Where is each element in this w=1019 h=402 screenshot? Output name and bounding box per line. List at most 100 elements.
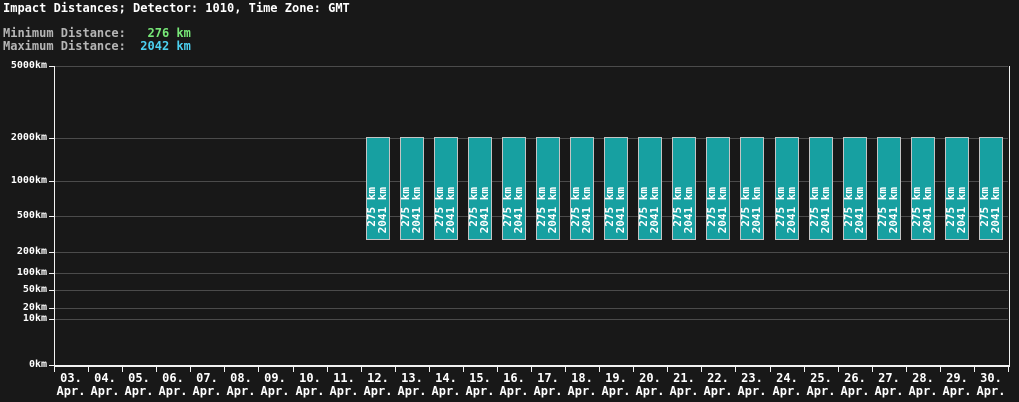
x-tick-label: 29. Apr.: [940, 372, 974, 398]
y-tick-label: 5000km: [10, 60, 47, 71]
x-tick-label-day: 16.: [503, 371, 525, 385]
axis-frame: [54, 66, 1010, 367]
x-axis-tick: [497, 367, 498, 372]
x-axis-tick: [156, 367, 157, 372]
x-tick-label-month: Apr.: [363, 384, 393, 398]
range-bar: 275 km 2041 km: [705, 137, 730, 240]
range-bar: 275 km 2041 km: [944, 137, 969, 240]
x-axis-tick: [429, 367, 430, 372]
range-bar: 275 km 2041 km: [603, 137, 628, 240]
x-axis-tick: [1008, 367, 1009, 372]
y-axis-tick: [49, 290, 54, 291]
y-tick-label: 200km: [16, 246, 47, 257]
min-distance-value: 276 km: [125, 26, 191, 40]
bar-label: 275 km 2041 km: [637, 187, 661, 234]
x-axis-tick: [190, 367, 191, 372]
x-tick-label-day: 12.: [367, 371, 389, 385]
x-tick-label: 04. Apr.: [88, 372, 122, 398]
y-axis-tick: [49, 365, 54, 366]
gridline: [55, 138, 1008, 139]
x-axis-tick: [395, 367, 396, 372]
x-tick-label-month: Apr.: [737, 384, 767, 398]
bar-label: 275 km 2041 km: [944, 187, 968, 234]
x-tick-label: 22. Apr.: [701, 372, 735, 398]
x-tick-label-month: Apr.: [431, 384, 461, 398]
x-tick-label-day: 17.: [537, 371, 559, 385]
x-tick-label-day: 25.: [810, 371, 832, 385]
x-tick-label: 12. Apr.: [361, 372, 395, 398]
x-axis-tick: [770, 367, 771, 372]
x-tick-label: 06. Apr.: [156, 372, 190, 398]
x-axis-tick: [633, 367, 634, 372]
min-distance-label: Minimum Distance:: [3, 26, 126, 40]
range-bar: 275 km 2041 km: [739, 137, 764, 240]
x-tick-label-month: Apr.: [329, 384, 359, 398]
x-axis-tick: [327, 367, 328, 372]
x-tick-label-day: 21.: [673, 371, 695, 385]
x-tick-label-month: Apr.: [56, 384, 86, 398]
x-tick-label-month: Apr.: [295, 384, 325, 398]
x-tick-label: 19. Apr.: [599, 372, 633, 398]
range-bar: 275 km 2041 km: [671, 137, 696, 240]
x-axis-tick: [804, 367, 805, 372]
x-tick-label: 21. Apr.: [667, 372, 701, 398]
x-axis-tick: [565, 367, 566, 372]
x-axis-tick: [224, 367, 225, 372]
x-tick-label: 11. Apr.: [327, 372, 361, 398]
x-tick-label: 20. Apr.: [633, 372, 667, 398]
bar-label: 275 km 2041 km: [467, 187, 491, 234]
x-tick-label-day: 22.: [707, 371, 729, 385]
x-tick-label-month: Apr.: [533, 384, 563, 398]
x-tick-label-month: Apr.: [874, 384, 904, 398]
x-tick-label-month: Apr.: [158, 384, 188, 398]
x-tick-label-day: 14.: [435, 371, 457, 385]
range-bar: 275 km 2041 km: [399, 137, 424, 240]
x-tick-label-day: 05.: [128, 371, 150, 385]
x-tick-label-month: Apr.: [772, 384, 802, 398]
x-tick-label: 08. Apr.: [224, 372, 258, 398]
x-tick-label-day: 26.: [844, 371, 866, 385]
x-axis-tick: [940, 367, 941, 372]
x-axis-tick: [906, 367, 907, 372]
gridline: [55, 216, 1008, 217]
max-distance-value: 2042 km: [125, 39, 191, 53]
x-tick-label: 26. Apr.: [838, 372, 872, 398]
x-tick-label: 07. Apr.: [190, 372, 224, 398]
bar-label: 275 km 2041 km: [671, 187, 695, 234]
x-tick-label-month: Apr.: [90, 384, 120, 398]
y-axis-tick: [49, 138, 54, 139]
x-tick-label-month: Apr.: [942, 384, 972, 398]
bar-label: 275 km 2041 km: [876, 187, 900, 234]
y-tick-label: 100km: [16, 267, 47, 278]
y-axis-tick: [49, 66, 54, 67]
x-tick-label: 16. Apr.: [497, 372, 531, 398]
y-axis-tick: [49, 252, 54, 253]
y-tick-label: 50km: [22, 284, 47, 295]
gridline: [55, 308, 1008, 309]
x-axis-tick: [88, 367, 89, 372]
bar-label: 275 km 2041 km: [978, 187, 1002, 234]
x-axis-tick: [735, 367, 736, 372]
x-tick-label: 25. Apr.: [804, 372, 838, 398]
y-axis-tick: [49, 181, 54, 182]
x-tick-label-day: 07.: [196, 371, 218, 385]
range-bar: 275 km 2041 km: [535, 137, 560, 240]
x-axis-tick: [293, 367, 294, 372]
bar-label: 275 km 2041 km: [501, 187, 525, 234]
range-bar: 275 km 2041 km: [876, 137, 901, 240]
x-tick-label: 23. Apr.: [735, 372, 769, 398]
x-tick-label-day: 27.: [878, 371, 900, 385]
x-tick-label-month: Apr.: [499, 384, 529, 398]
x-tick-label: 18. Apr.: [565, 372, 599, 398]
x-tick-label-month: Apr.: [397, 384, 427, 398]
x-tick-label-day: 20.: [639, 371, 661, 385]
y-tick-label: 20km: [22, 302, 47, 313]
x-tick-label: 05. Apr.: [122, 372, 156, 398]
range-bar: 275 km 2041 km: [808, 137, 833, 240]
y-axis-tick: [49, 216, 54, 217]
bar-label: 275 km 2041 km: [569, 187, 593, 234]
x-tick-label: 03. Apr.: [54, 372, 88, 398]
x-tick-label: 17. Apr.: [531, 372, 565, 398]
x-tick-label-month: Apr.: [192, 384, 222, 398]
